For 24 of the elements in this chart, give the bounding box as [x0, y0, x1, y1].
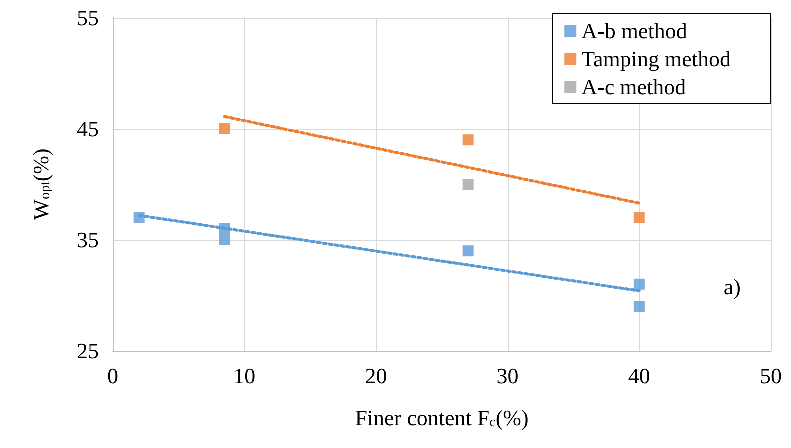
point — [634, 278, 645, 290]
x-tick-label: 10 — [234, 364, 256, 388]
x-tick-label: 0 — [108, 364, 118, 388]
point — [219, 234, 230, 246]
point — [462, 246, 474, 257]
point — [462, 134, 474, 146]
y-axis-title: Wopt(%) — [28, 148, 54, 220]
point — [634, 212, 645, 224]
x-axis-title: Finer content Fc(%) — [355, 406, 529, 430]
x-tick-label: 40 — [628, 364, 650, 388]
annotation: a) — [724, 274, 742, 300]
point — [634, 301, 645, 312]
legend-label: Tamping method — [582, 46, 732, 72]
x-tick-label: 50 — [760, 364, 782, 388]
x-tick-label: 30 — [496, 364, 519, 388]
point — [462, 179, 474, 190]
legend-label: A-b method — [582, 18, 688, 44]
y-tick-label: 45 — [77, 116, 99, 142]
y-tick-label: 25 — [77, 338, 99, 364]
y-tick-label: 55 — [77, 6, 99, 30]
point — [219, 124, 230, 134]
y-tick-label: 35 — [77, 228, 99, 252]
x-tick-label: 20 — [365, 364, 388, 388]
legend-label: A-c method — [582, 74, 686, 100]
